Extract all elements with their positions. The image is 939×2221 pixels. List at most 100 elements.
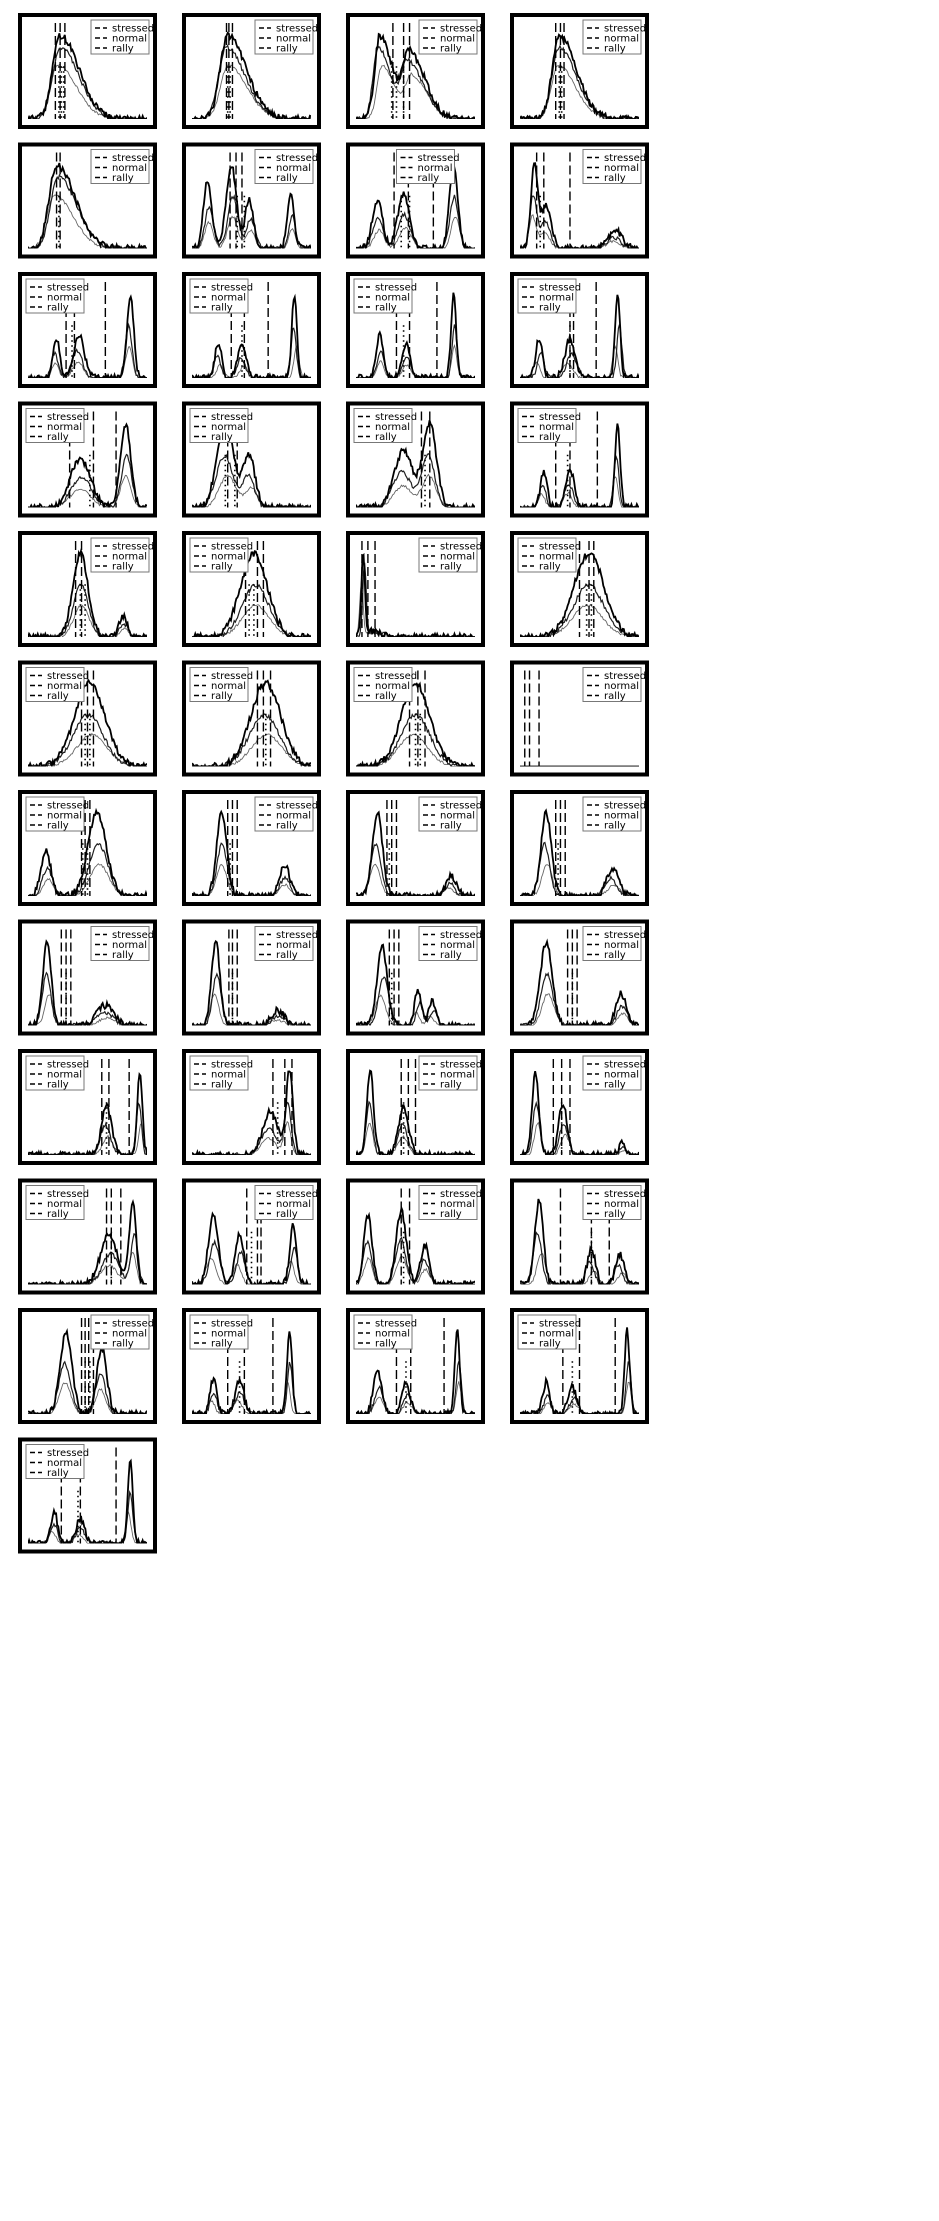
legend-box bbox=[90, 19, 150, 55]
series-line-rally bbox=[520, 1253, 639, 1285]
legend-label-stressed: stressed bbox=[604, 1189, 646, 1200]
legend-box bbox=[582, 1185, 642, 1220]
series-line-stressed bbox=[192, 939, 311, 1026]
legend-label-normal: normal bbox=[211, 1070, 246, 1081]
legend-label-rally: rally bbox=[211, 432, 233, 443]
series-line-stressed bbox=[192, 1331, 311, 1414]
legend-box bbox=[25, 1444, 85, 1479]
plot-area bbox=[192, 929, 311, 1026]
legend-label-stressed: stressed bbox=[276, 801, 318, 812]
legend-label-normal: normal bbox=[276, 1199, 311, 1210]
legend-label-stressed: stressed bbox=[276, 930, 318, 941]
legend-label-stressed: stressed bbox=[211, 1319, 253, 1330]
legend-label-normal: normal bbox=[375, 422, 410, 433]
legend-label-normal: normal bbox=[47, 1070, 82, 1081]
legend-label-stressed: stressed bbox=[440, 1189, 482, 1200]
legend-label-stressed: stressed bbox=[276, 24, 318, 35]
legend-box bbox=[90, 1314, 150, 1350]
legend-label-normal: normal bbox=[604, 163, 639, 174]
legend-label-rally: rally bbox=[418, 173, 440, 184]
plot-area bbox=[520, 800, 639, 896]
legend-label-rally: rally bbox=[276, 1209, 298, 1220]
legend-label-rally: rally bbox=[604, 691, 626, 702]
legend-label-rally: rally bbox=[276, 173, 298, 184]
legend-label-rally: rally bbox=[440, 1209, 462, 1220]
legend-label-stressed: stressed bbox=[539, 283, 581, 294]
legend-label-normal: normal bbox=[539, 293, 574, 304]
legend-label-stressed: stressed bbox=[604, 671, 646, 682]
legend-label-normal: normal bbox=[539, 422, 574, 433]
legend-box bbox=[254, 149, 314, 184]
legend-label-normal: normal bbox=[604, 1199, 639, 1210]
legend-label-stressed: stressed bbox=[604, 930, 646, 941]
legend-label-rally: rally bbox=[112, 44, 134, 55]
legend-label-stressed: stressed bbox=[375, 283, 417, 294]
legend-label-rally: rally bbox=[539, 303, 561, 314]
plot-area bbox=[192, 541, 311, 637]
legend-label-normal: normal bbox=[604, 940, 639, 951]
legend-label-rally: rally bbox=[604, 173, 626, 184]
series-line-stressed bbox=[28, 1458, 147, 1544]
legend-label-stressed: stressed bbox=[604, 24, 646, 35]
series-line-stressed bbox=[28, 1327, 147, 1414]
series-line-normal bbox=[192, 44, 311, 119]
legend-box bbox=[90, 926, 150, 961]
legend-label-normal: normal bbox=[604, 811, 639, 822]
legend-label-rally: rally bbox=[375, 432, 397, 443]
legend-label-normal: normal bbox=[375, 293, 410, 304]
legend-label-normal: normal bbox=[375, 681, 410, 692]
series-line-rally bbox=[192, 215, 311, 249]
legend-label-stressed: stressed bbox=[276, 153, 318, 164]
legend-label-rally: rally bbox=[211, 303, 233, 314]
legend-label-rally: rally bbox=[112, 1339, 134, 1350]
plot-area bbox=[28, 1447, 147, 1544]
legend-label-normal: normal bbox=[418, 163, 453, 174]
series-line-stressed bbox=[28, 294, 147, 378]
series-line-stressed bbox=[356, 943, 475, 1026]
legend-label-normal: normal bbox=[47, 681, 82, 692]
legend-box bbox=[90, 537, 150, 573]
legend-label-normal: normal bbox=[440, 552, 475, 563]
plot-area bbox=[192, 152, 311, 249]
plot-area bbox=[520, 1318, 639, 1414]
plot-area bbox=[192, 282, 311, 378]
series-line-stressed bbox=[192, 1211, 311, 1285]
legend-label-stressed: stressed bbox=[211, 1060, 253, 1071]
legend-label-normal: normal bbox=[112, 940, 147, 951]
plot-area bbox=[356, 23, 475, 119]
series-line-rally bbox=[520, 864, 639, 896]
legend-label-rally: rally bbox=[604, 1080, 626, 1091]
legend-label-rally: rally bbox=[375, 1339, 397, 1350]
series-line-stressed bbox=[28, 422, 147, 508]
legend-label-rally: rally bbox=[112, 173, 134, 184]
series-line-stressed bbox=[356, 1329, 475, 1414]
legend-label-stressed: stressed bbox=[375, 1319, 417, 1330]
series-line-stressed bbox=[356, 681, 475, 767]
legend-label-stressed: stressed bbox=[604, 1060, 646, 1071]
legend-label-normal: normal bbox=[47, 422, 82, 433]
series-line-stressed bbox=[28, 1072, 147, 1155]
